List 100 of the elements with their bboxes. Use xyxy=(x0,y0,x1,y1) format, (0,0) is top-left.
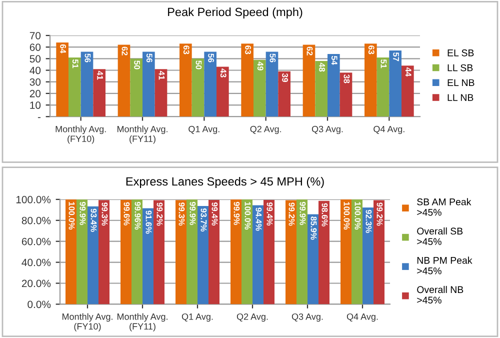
bar xyxy=(142,52,155,117)
x-tick-label: Q4 Avg. xyxy=(346,313,378,322)
y-tick-label: 80.0% xyxy=(22,216,51,224)
y-tick-label: 10 xyxy=(30,102,41,109)
data-label: 94.4% xyxy=(256,208,262,231)
bar xyxy=(130,58,142,117)
bar xyxy=(362,207,374,304)
x-tick-label: Q4 Avg. xyxy=(374,126,404,134)
bar xyxy=(241,44,254,117)
bar xyxy=(352,199,362,304)
x-tick-label: Q1 Avg. xyxy=(188,126,220,134)
legend-label: NB PM Peak >45% xyxy=(417,256,472,274)
data-label: 56 xyxy=(146,54,152,62)
data-label: 38 xyxy=(344,74,350,84)
bar xyxy=(120,200,132,304)
data-label: 62 xyxy=(122,46,128,56)
x-tick-label: Q2 Avg. xyxy=(236,313,268,322)
y-tick-label: 20.0% xyxy=(22,280,51,288)
legend-label: EL NB xyxy=(448,79,474,86)
legend-label: EL SB xyxy=(448,49,474,56)
bar xyxy=(68,58,81,117)
data-label: 50 xyxy=(196,60,202,70)
y-tick-label: 100.0% xyxy=(16,196,51,204)
data-label: 99.4% xyxy=(212,202,218,226)
bar xyxy=(118,44,130,117)
x-tick-label: Q1 Avg. xyxy=(182,313,213,322)
legend-label: LL NB xyxy=(448,94,474,101)
bar xyxy=(208,200,220,304)
x-tick-label: Monthly Avg. (FY10) xyxy=(56,126,106,144)
data-label: 92.3% xyxy=(366,210,372,233)
x-tick-label: Monthly Avg. (FY10) xyxy=(62,313,112,332)
bar xyxy=(88,206,98,304)
bar xyxy=(318,200,330,304)
bar xyxy=(76,200,88,304)
bar xyxy=(176,200,186,304)
bar xyxy=(328,54,340,117)
data-label: 85.9% xyxy=(310,216,317,240)
data-label: 93.4% xyxy=(90,208,97,232)
data-label: 93.7% xyxy=(200,208,207,232)
data-label: 99.9% xyxy=(300,202,306,226)
data-label: 100.0% xyxy=(244,202,251,230)
data-label: 63 xyxy=(245,46,251,54)
data-label: 64 xyxy=(60,44,66,54)
bar xyxy=(216,66,229,117)
bar xyxy=(286,200,296,304)
bar xyxy=(364,44,377,117)
y-tick-label: 40.0% xyxy=(22,258,51,266)
data-label: 99.2% xyxy=(288,202,295,226)
data-label: 98.6% xyxy=(322,203,328,226)
data-label: 99.96% xyxy=(134,202,141,230)
bar xyxy=(302,44,316,117)
data-label: 99.6% xyxy=(124,202,130,226)
data-label: 99.2% xyxy=(376,202,383,226)
data-label: 56 xyxy=(270,54,276,62)
bar xyxy=(278,71,290,117)
bar xyxy=(98,200,110,304)
bar xyxy=(340,199,352,304)
data-label: 41 xyxy=(158,70,165,80)
y-tick-label: 20 xyxy=(30,90,41,98)
data-label: 43 xyxy=(220,68,226,78)
bar xyxy=(402,66,414,117)
data-label: 49 xyxy=(257,62,264,70)
legend-label: Overall NB >45% xyxy=(417,286,464,304)
data-label: 48 xyxy=(319,62,325,72)
data-label: 51 xyxy=(72,59,78,68)
bar xyxy=(264,200,274,304)
bar xyxy=(266,52,278,117)
bar xyxy=(154,200,164,304)
x-tick-label: Monthly Avg. (FY11) xyxy=(117,126,168,144)
data-label: 62 xyxy=(306,46,313,56)
bar xyxy=(132,199,142,304)
bar xyxy=(242,199,252,304)
y-tick-label: - xyxy=(38,117,41,118)
bar xyxy=(204,52,216,117)
bar xyxy=(230,200,242,304)
bar xyxy=(154,69,168,117)
data-label: 100.0% xyxy=(354,202,361,230)
y-tick-label: 40 xyxy=(30,66,41,74)
bar xyxy=(376,58,390,117)
bar xyxy=(254,60,266,117)
bar xyxy=(252,205,264,304)
y-tick-label: 30 xyxy=(30,78,41,86)
data-label: 57 xyxy=(393,52,399,62)
y-tick-label: 60 xyxy=(30,44,41,51)
data-label: 99.9% xyxy=(80,202,86,226)
bar xyxy=(186,200,198,304)
bar xyxy=(80,52,94,117)
bar xyxy=(296,200,308,304)
data-label: 63 xyxy=(368,46,374,54)
y-tick-label: 0.0% xyxy=(28,300,51,308)
data-label: 100.0% xyxy=(344,202,350,230)
bar xyxy=(198,206,208,304)
chart-title: Express Lanes Speeds > 45 MPH (%) xyxy=(126,176,324,188)
data-label: 100.0% xyxy=(68,202,75,230)
y-tick-label: 50 xyxy=(30,55,41,63)
data-label: 99.3% xyxy=(178,202,185,226)
bar xyxy=(56,42,68,117)
bar xyxy=(308,214,318,304)
x-tick-label: Q3 Avg. xyxy=(312,126,343,134)
x-tick-label: Q2 Avg. xyxy=(250,126,281,134)
